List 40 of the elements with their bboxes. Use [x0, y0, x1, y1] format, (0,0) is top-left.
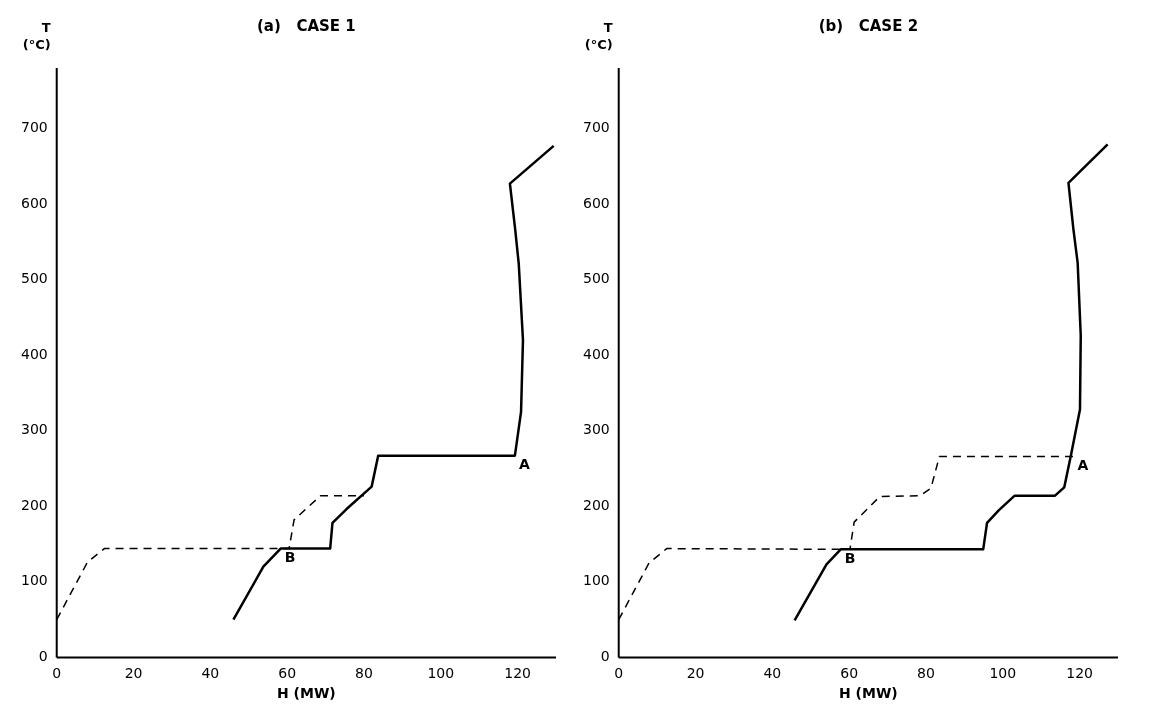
y-tick-label: 600: [582, 194, 610, 211]
x-tick-label: 0: [614, 665, 624, 682]
x-tick-label: 0: [52, 665, 62, 682]
x-axis-title: H (MW): [838, 685, 898, 702]
y-axis-title: T (°C): [22, 19, 51, 52]
y-tick-label: 400: [582, 345, 610, 362]
x-tick-label: 20: [124, 665, 143, 682]
annotation: A: [1077, 457, 1089, 474]
y-tick-label: 400: [20, 345, 48, 362]
y-tick-label: 200: [20, 496, 48, 513]
y-tick-label: 100: [582, 572, 610, 589]
x-tick-label: 20: [686, 665, 705, 682]
chart-title: (a) CASE 1: [256, 17, 356, 36]
y-tick-label: 0: [600, 648, 610, 665]
x-tick-label: 60: [840, 665, 859, 682]
y-tick-label: 300: [582, 421, 610, 438]
y-tick-label: 0: [38, 648, 48, 665]
y-tick-label: 500: [582, 270, 610, 287]
x-axis-title: H (MW): [276, 685, 336, 702]
x-tick-label: 80: [355, 665, 373, 682]
annotation: B: [284, 549, 296, 566]
y-axis-title: T (°C): [584, 19, 613, 52]
y-tick-label: 600: [20, 194, 48, 211]
y-tick-label: 300: [20, 421, 48, 438]
y-tick-label: 200: [582, 496, 610, 513]
x-tick-label: 100: [989, 665, 1017, 682]
annotation: A: [518, 456, 530, 473]
x-tick-label: 40: [201, 665, 220, 682]
chart-title: (b) CASE 2: [818, 17, 919, 36]
x-tick-label: 100: [427, 665, 455, 682]
x-tick-label: 80: [917, 665, 935, 682]
x-tick-label: 40: [763, 665, 782, 682]
x-tick-label: 120: [1066, 665, 1093, 682]
y-tick-label: 500: [20, 270, 48, 287]
y-tick-label: 100: [20, 572, 48, 589]
y-tick-label: 700: [582, 119, 610, 136]
annotation: B: [844, 549, 856, 566]
y-tick-label: 700: [20, 119, 48, 136]
x-tick-label: 120: [504, 665, 531, 682]
x-tick-label: 60: [278, 665, 297, 682]
